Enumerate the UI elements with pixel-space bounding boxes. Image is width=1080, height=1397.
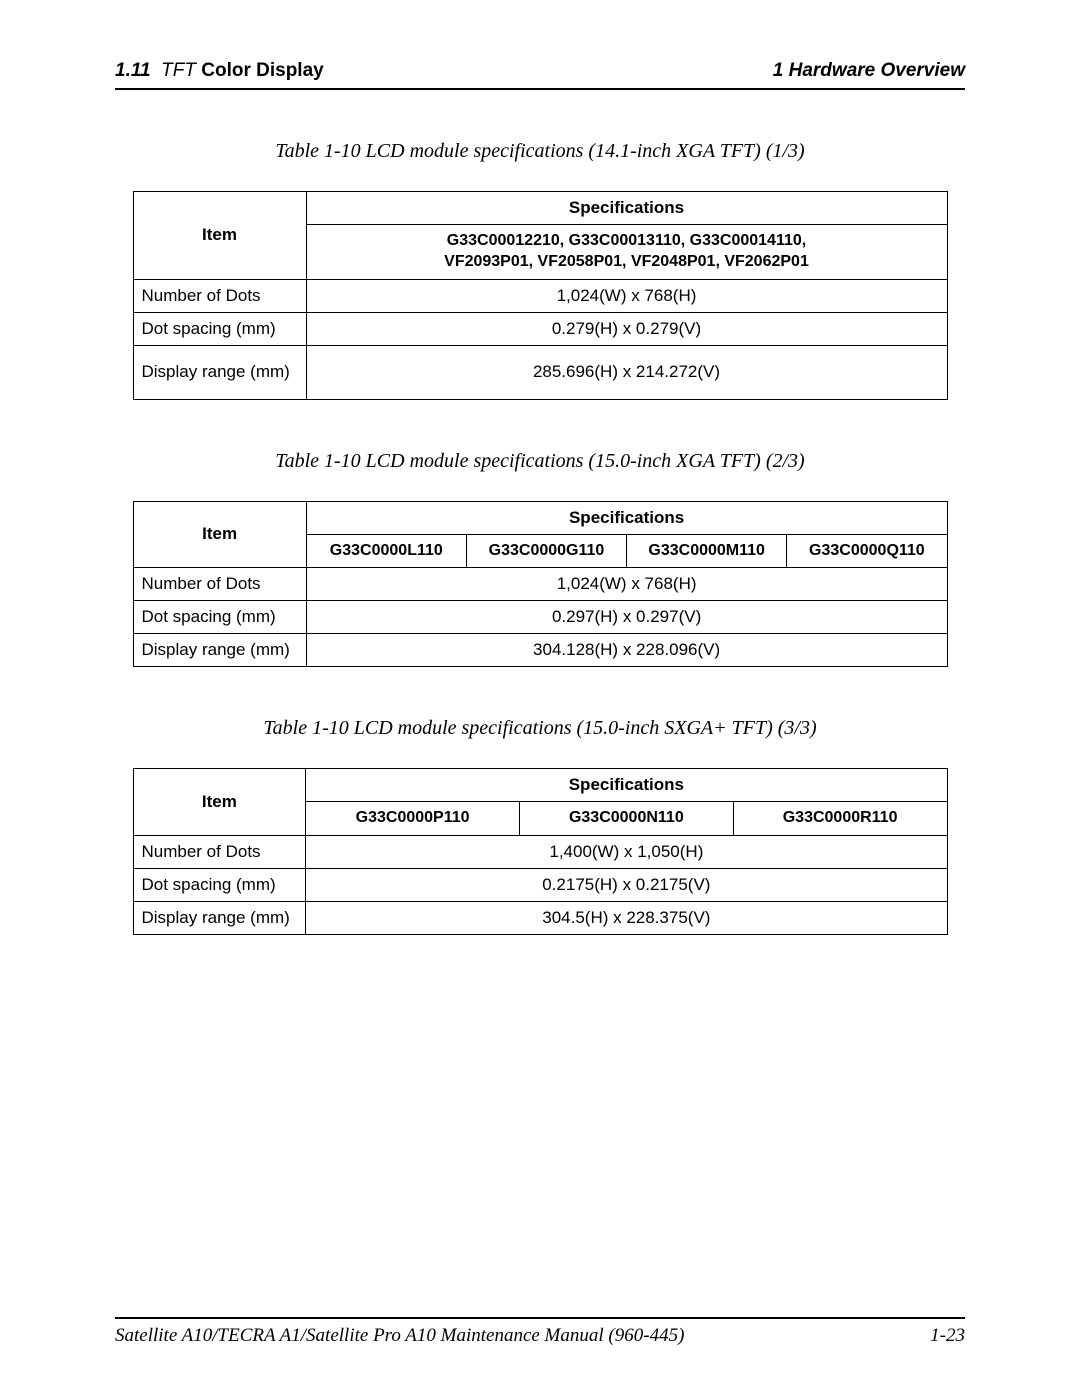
table3-spec: 304.5(H) x 228.375(V) xyxy=(306,902,947,935)
table1-spec-subheader: G33C00012210, G33C00013110, G33C00014110… xyxy=(306,225,947,280)
table3-col1: G33C0000P110 xyxy=(306,802,520,836)
table1-item-header: Item xyxy=(133,192,306,280)
table-row: Number of Dots 1,024(W) x 768(H) xyxy=(133,279,947,312)
table3-spec: 1,400(W) x 1,050(H) xyxy=(306,836,947,869)
table1-spec: 1,024(W) x 768(H) xyxy=(306,279,947,312)
table1-item: Number of Dots xyxy=(133,279,306,312)
table2-col3: G33C0000M110 xyxy=(627,534,787,568)
footer-manual: Satellite A10/TECRA A1/Satellite Pro A10… xyxy=(115,1325,684,1347)
table2-caption: Table 1-10 LCD module specifications (15… xyxy=(115,450,965,473)
table-row: Display range (mm) 285.696(H) x 214.272(… xyxy=(133,345,947,399)
table2-col4: G33C0000Q110 xyxy=(787,534,947,568)
table1: Item Specifications G33C00012210, G33C00… xyxy=(133,191,948,400)
table1-spec-header: Specifications xyxy=(306,192,947,225)
table1-item: Dot spacing (mm) xyxy=(133,312,306,345)
table2-item-header: Item xyxy=(133,501,306,568)
table1-item: Display range (mm) xyxy=(133,345,306,399)
section-name-bold: Color Display xyxy=(201,60,323,81)
table3-item-header: Item xyxy=(133,769,306,836)
table3-item: Number of Dots xyxy=(133,836,306,869)
header-left: 1.11 TFT Color Display xyxy=(115,60,324,82)
table-row: Display range (mm) 304.5(H) x 228.375(V) xyxy=(133,902,947,935)
section-name-italic: TFT xyxy=(161,60,196,81)
table3-item: Display range (mm) xyxy=(133,902,306,935)
table3-col3: G33C0000R110 xyxy=(733,802,947,836)
table1-spec: 285.696(H) x 214.272(V) xyxy=(306,345,947,399)
footer-page: 1-23 xyxy=(930,1325,965,1347)
table2-spec: 0.297(H) x 0.297(V) xyxy=(306,601,947,634)
table-row: Display range (mm) 304.128(H) x 228.096(… xyxy=(133,634,947,667)
table3-spec-header: Specifications xyxy=(306,769,947,802)
table1-caption: Table 1-10 LCD module specifications (14… xyxy=(115,140,965,163)
table2: Item Specifications G33C0000L110 G33C000… xyxy=(133,501,948,668)
table2-col2: G33C0000G110 xyxy=(466,534,626,568)
table2-item: Number of Dots xyxy=(133,568,306,601)
table3-col2: G33C0000N110 xyxy=(519,802,733,836)
table3-item: Dot spacing (mm) xyxy=(133,869,306,902)
table-row: Number of Dots 1,024(W) x 768(H) xyxy=(133,568,947,601)
table3-caption: Table 1-10 LCD module specifications (15… xyxy=(115,717,965,740)
table2-spec: 1,024(W) x 768(H) xyxy=(306,568,947,601)
table3: Item Specifications G33C0000P110 G33C000… xyxy=(133,768,948,935)
header-right: 1 Hardware Overview xyxy=(773,60,965,82)
page-header: 1.11 TFT Color Display 1 Hardware Overvi… xyxy=(115,60,965,90)
table2-spec-header: Specifications xyxy=(306,501,947,534)
table2-item: Display range (mm) xyxy=(133,634,306,667)
table2-spec: 304.128(H) x 228.096(V) xyxy=(306,634,947,667)
page-footer: Satellite A10/TECRA A1/Satellite Pro A10… xyxy=(115,1317,965,1347)
table-row: Dot spacing (mm) 0.297(H) x 0.297(V) xyxy=(133,601,947,634)
section-number: 1.11 xyxy=(115,60,151,81)
table-row: Dot spacing (mm) 0.279(H) x 0.279(V) xyxy=(133,312,947,345)
table2-col1: G33C0000L110 xyxy=(306,534,466,568)
table3-spec: 0.2175(H) x 0.2175(V) xyxy=(306,869,947,902)
table-row: Number of Dots 1,400(W) x 1,050(H) xyxy=(133,836,947,869)
table1-spec: 0.279(H) x 0.279(V) xyxy=(306,312,947,345)
table-row: Dot spacing (mm) 0.2175(H) x 0.2175(V) xyxy=(133,869,947,902)
table2-item: Dot spacing (mm) xyxy=(133,601,306,634)
